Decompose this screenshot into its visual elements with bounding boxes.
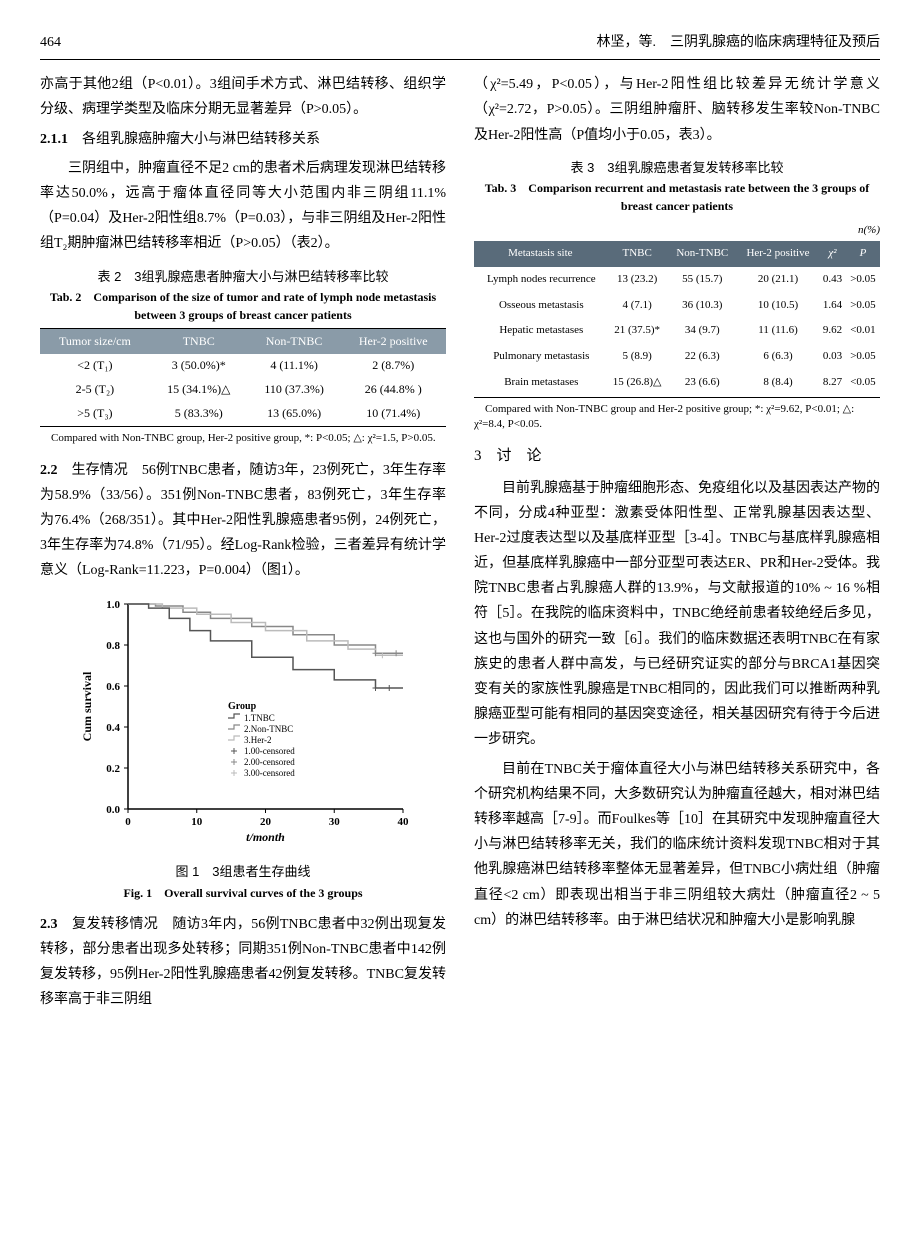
table-row: Lymph nodes recurrence13 (23.2)55 (15.7)… — [474, 267, 880, 293]
svg-text:1.0: 1.0 — [106, 599, 120, 611]
svg-text:0.0: 0.0 — [106, 804, 120, 816]
table-row: <2 (T₁) 3 (50.0%)* 4 (11.1%) 2 (8.7%) — [40, 354, 446, 378]
table-3: Metastasis site TNBC Non-TNBC Her-2 posi… — [474, 241, 880, 398]
para-l3: 56例TNBC患者，随访3年，23例死亡，3年生存率为58.9%（33/56）。… — [40, 463, 446, 579]
table-row: Pulmonary metastasis5 (8.9)22 (6.3)6 (6.… — [474, 344, 880, 370]
svg-text:10: 10 — [191, 816, 203, 828]
para-l1: 亦高于其他2组（P<0.01）。3组间手术方式、淋巴结转移、组织学分级、病理学类… — [40, 72, 446, 122]
svg-text:1.00-censored: 1.00-censored — [244, 746, 295, 756]
sec-211: 2.1.1 各组乳腺癌肿瘤大小与淋巴结转移关系 — [40, 127, 446, 152]
sec-3: 3 讨 论 — [474, 443, 880, 470]
table-row: Osseous metastasis4 (7.1)36 (10.3)10 (10… — [474, 293, 880, 319]
running-head: 林坚，等. 三阴乳腺癌的临床病理特征及预后 — [597, 30, 881, 55]
tab2-h0: Tumor size/cm — [40, 328, 150, 354]
left-column: 亦高于其他2组（P<0.01）。3组间手术方式、淋巴结转移、组织学分级、病理学类… — [40, 72, 446, 1016]
svg-text:40: 40 — [398, 816, 410, 828]
sec-3-num: 3 — [474, 448, 482, 464]
sec-22: 2.2 生存情况 56例TNBC患者，随访3年，23例死亡，3年生存率为58.9… — [40, 457, 446, 584]
tab3-note: Compared with Non-TNBC group and Her-2 p… — [474, 402, 880, 433]
svg-text:Group: Group — [228, 701, 257, 712]
para-r2: 目前乳腺癌基于肿瘤细胞形态、免疫组化以及基因表达产物的不同，分成4种亚型：激素受… — [474, 476, 880, 753]
figure-1: 0.0 0.2 0.4 0.6 0.8 1.0 0 10 20 30 40 t/month Cum su… — [40, 594, 446, 854]
fig1-caption-cn: 图 1 3组患者生存曲线 — [40, 860, 446, 883]
tab3-unit: n(%) — [474, 221, 880, 241]
tab2-h1: TNBC — [150, 328, 248, 354]
para-l2: 三阴组中，肿瘤直径不足2 cm的患者术后病理发现淋巴结转移率达50.0%，远高于… — [40, 156, 446, 257]
sec-211-title: 各组乳腺癌肿瘤大小与淋巴结转移关系 — [82, 132, 320, 147]
svg-text:3.Her-2: 3.Her-2 — [244, 735, 272, 745]
right-column: （χ²=5.49，P<0.05），与Her-2阳性组比较差异无统计学意义（χ²=… — [474, 72, 880, 1016]
para-r1: （χ²=5.49，P<0.05），与Her-2阳性组比较差异无统计学意义（χ²=… — [474, 72, 880, 148]
survival-chart: 0.0 0.2 0.4 0.6 0.8 1.0 0 10 20 30 40 t/month Cum su… — [73, 594, 413, 854]
page-number: 464 — [40, 30, 61, 55]
sec-23-num: 2.3 — [40, 917, 58, 932]
tab2-caption-cn: 表 2 3组乳腺癌患者肿瘤大小与淋巴结转移率比较 — [40, 265, 446, 288]
svg-text:0.4: 0.4 — [106, 722, 120, 734]
svg-text:0.6: 0.6 — [106, 681, 120, 693]
fig1-caption-en: Fig. 1 Overall survival curves of the 3 … — [40, 883, 446, 905]
sec-22-num: 2.2 — [40, 463, 58, 478]
svg-text:0.2: 0.2 — [106, 763, 120, 775]
sec-22-title: 生存情况 — [72, 461, 128, 477]
tab2-h2: Non-TNBC — [248, 328, 341, 354]
svg-text:30: 30 — [329, 816, 341, 828]
sec-23: 2.3 复发转移情况 随访3年内，56例TNBC患者中32例出现复发转移，部分患… — [40, 911, 446, 1013]
tab2-h3: Her-2 positive — [341, 328, 447, 354]
sec-211-num: 2.1.1 — [40, 132, 68, 147]
table-row: >5 (T₃) 5 (83.3%) 13 (65.0%) 10 (71.4%) — [40, 402, 446, 427]
sec-23-title: 复发转移情况 — [72, 915, 158, 931]
tab2-caption-en: Tab. 2 Comparison of the size of tumor a… — [40, 288, 446, 324]
table-row: Hepatic metastases21 (37.5)*34 (9.7)11 (… — [474, 318, 880, 344]
tab3-header-row: Metastasis site TNBC Non-TNBC Her-2 posi… — [474, 241, 880, 267]
svg-text:t/month: t/month — [246, 830, 285, 844]
svg-text:1.TNBC: 1.TNBC — [244, 713, 275, 723]
svg-text:0: 0 — [125, 816, 131, 828]
svg-text:2.Non-TNBC: 2.Non-TNBC — [244, 724, 293, 734]
tab2-note: Compared with Non-TNBC group, Her-2 posi… — [40, 431, 446, 446]
table-2: Tumor size/cm TNBC Non-TNBC Her-2 positi… — [40, 328, 446, 427]
tab3-caption-cn: 表 3 3组乳腺癌患者复发转移率比较 — [474, 156, 880, 179]
sec-3-title: 讨 论 — [497, 448, 542, 464]
svg-text:0.8: 0.8 — [106, 640, 120, 652]
tab2-header-row: Tumor size/cm TNBC Non-TNBC Her-2 positi… — [40, 328, 446, 354]
para-r3: 目前在TNBC关于瘤体直径大小与淋巴结转移关系研究中，各个研究机构结果不同，大多… — [474, 757, 880, 933]
tab3-caption-en: Tab. 3 Comparison recurrent and metastas… — [474, 179, 880, 215]
table-row: 2-5 (T₂) 15 (34.1%)△ 110 (37.3%) 26 (44.… — [40, 378, 446, 402]
svg-text:20: 20 — [260, 816, 272, 828]
svg-text:2.00-censored: 2.00-censored — [244, 757, 295, 767]
page-header: 464 林坚，等. 三阴乳腺癌的临床病理特征及预后 — [40, 30, 880, 60]
table-row: Brain metastases15 (26.8)△23 (6.6)8 (8.4… — [474, 370, 880, 397]
svg-text:Cum survival: Cum survival — [80, 671, 94, 741]
svg-text:3.00-censored: 3.00-censored — [244, 768, 295, 778]
